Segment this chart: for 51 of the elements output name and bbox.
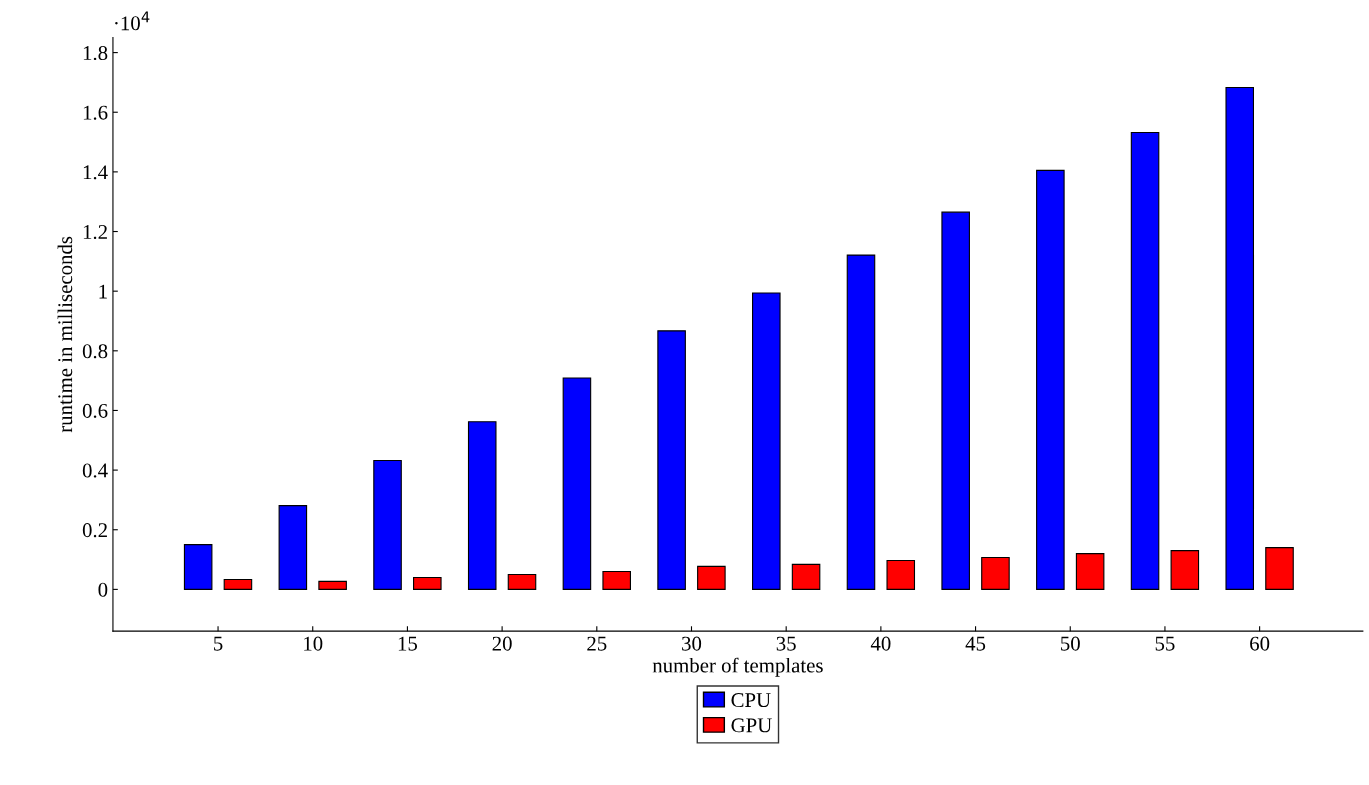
bar <box>1036 169 1065 590</box>
bar <box>1170 550 1200 590</box>
bar <box>467 421 497 590</box>
bar <box>373 460 402 590</box>
y-tick-label: 1.6 <box>83 105 108 120</box>
y-tick-label: 0.8 <box>82 344 108 359</box>
bar <box>1225 86 1255 590</box>
x-tick-label: 25 <box>587 636 607 651</box>
bar <box>183 544 213 590</box>
text: ·10$^{4}$ <box>115 11 150 31</box>
bar <box>752 292 781 590</box>
bar <box>318 580 347 590</box>
bar <box>413 576 442 590</box>
x-tick-label: 35 <box>776 636 796 651</box>
x-tick-label: 15 <box>398 636 418 651</box>
bar <box>562 377 592 590</box>
bar <box>886 559 916 590</box>
x-tick-label: 50 <box>1061 636 1080 651</box>
x-tick-label: 20 <box>492 636 512 651</box>
y-tick-label: 0 <box>98 582 108 597</box>
y-tick-label: 0.6 <box>82 403 108 418</box>
x-axis-title: number of templates <box>652 657 823 677</box>
legend-label: GPU <box>731 718 772 733</box>
bar <box>791 563 821 590</box>
x-tick-label: 5 <box>214 636 223 651</box>
bar <box>223 578 253 590</box>
y-tick-label: 1 <box>99 284 107 299</box>
y-axis-title: runtime in milliseconds <box>57 236 73 433</box>
bar <box>507 573 537 590</box>
bar <box>602 570 631 590</box>
x-tick-label: 10 <box>304 636 323 651</box>
bar <box>1130 131 1160 590</box>
y-tick-label: 0.4 <box>82 463 108 478</box>
bar <box>941 211 970 590</box>
x-tick-label: 40 <box>870 636 891 651</box>
y-tick-label: 1.2 <box>83 224 107 240</box>
legend-label: CPU <box>731 693 771 708</box>
x-tick-label: 45 <box>965 636 986 651</box>
x-tick-label: 60 <box>1250 636 1270 651</box>
bar <box>697 565 726 590</box>
bar <box>846 254 876 590</box>
bar <box>981 556 1010 590</box>
bar <box>1075 553 1105 590</box>
bar <box>1265 547 1294 590</box>
y-tick-label: 0.2 <box>82 523 107 538</box>
y-tick-label: 1.8 <box>83 45 108 61</box>
y-tick-label: 1.4 <box>83 165 108 180</box>
bar <box>657 330 686 590</box>
bar <box>278 505 308 590</box>
x-tick-label: 30 <box>682 636 702 651</box>
x-tick-label: 55 <box>1155 636 1175 651</box>
